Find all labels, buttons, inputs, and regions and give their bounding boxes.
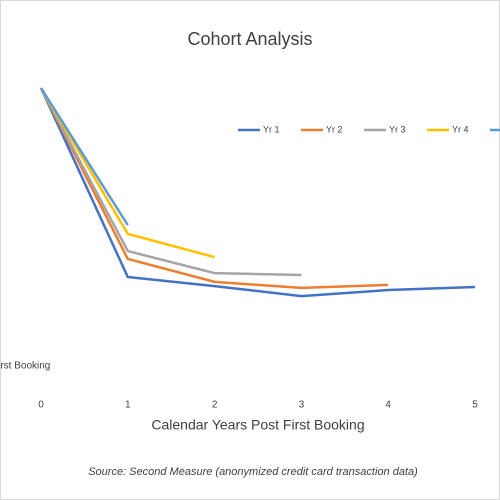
legend-label: Yr 2 <box>326 124 343 134</box>
series-line <box>39 87 215 259</box>
y-axis-label: First Booking <box>0 361 50 372</box>
x-tick-label: 2 <box>212 400 218 411</box>
series-line <box>39 87 129 226</box>
x-tick-label: 1 <box>125 400 131 411</box>
x-tick-label: 0 <box>38 400 44 411</box>
legend-label: Yr 4 <box>452 124 469 134</box>
series-line <box>39 87 389 290</box>
x-tick-label: 5 <box>472 400 478 411</box>
series-line <box>39 87 476 298</box>
chart-title: Cohort Analysis <box>187 29 312 49</box>
x-axis-label: Calendar Years Post First Booking <box>151 417 364 433</box>
legend-label: Yr 1 <box>263 124 280 134</box>
source: Source: Second Measure (anonymized credi… <box>88 466 418 478</box>
legend-label: Yr 3 <box>389 124 406 134</box>
x-tick-label: 3 <box>299 400 305 411</box>
x-tick-label: 4 <box>385 400 391 411</box>
series-line <box>39 87 302 277</box>
